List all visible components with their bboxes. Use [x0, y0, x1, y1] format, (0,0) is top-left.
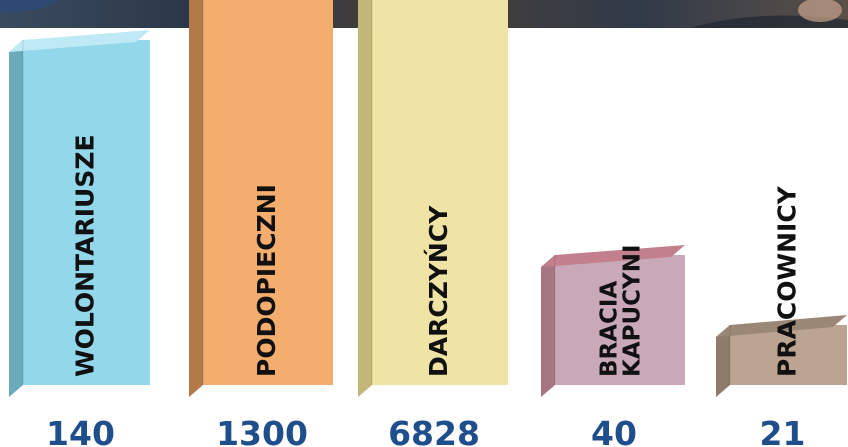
category-label-line: KAPUCYNI: [620, 245, 646, 378]
bar-3: DARCZYŃCY 6828: [358, 0, 508, 447]
bar-5: PRACOWNICY 21: [716, 185, 847, 447]
category-label: DARCZYŃCY: [424, 205, 453, 377]
bar-side-face: [358, 0, 372, 397]
bar-1: WOLONTARIUSZE 140: [9, 30, 150, 447]
value-label: 40: [591, 414, 637, 447]
bar-top-face: [541, 245, 685, 267]
bar-side-face: [716, 325, 730, 397]
category-label: WOLONTARIUSZE: [71, 134, 100, 377]
value-label: 1300: [216, 414, 308, 447]
bar-side-face: [541, 255, 555, 397]
value-label: 21: [760, 414, 806, 447]
bar-front-face: [23, 40, 150, 385]
bar-top-face: [9, 30, 150, 52]
category-label: BRACIAKAPUCYNI: [597, 245, 646, 378]
category-label-line: BRACIA: [597, 281, 623, 377]
bar-2: PODOPIECZNI 1300: [189, 0, 333, 447]
category-label: PRACOWNICY: [773, 185, 802, 377]
bar-4: BRACIAKAPUCYNI 40: [541, 245, 685, 447]
bar-front-face: [555, 255, 685, 385]
value-label: 6828: [388, 414, 480, 447]
category-label: PODOPIECZNI: [252, 184, 281, 377]
bar-front-face: [203, 0, 333, 385]
bar-side-face: [9, 40, 23, 397]
bar-front-face: [730, 325, 847, 385]
value-label: 140: [46, 414, 115, 447]
bar-side-face: [189, 0, 203, 397]
bar-top-face: [716, 315, 847, 337]
bar-front-face: [372, 0, 508, 385]
